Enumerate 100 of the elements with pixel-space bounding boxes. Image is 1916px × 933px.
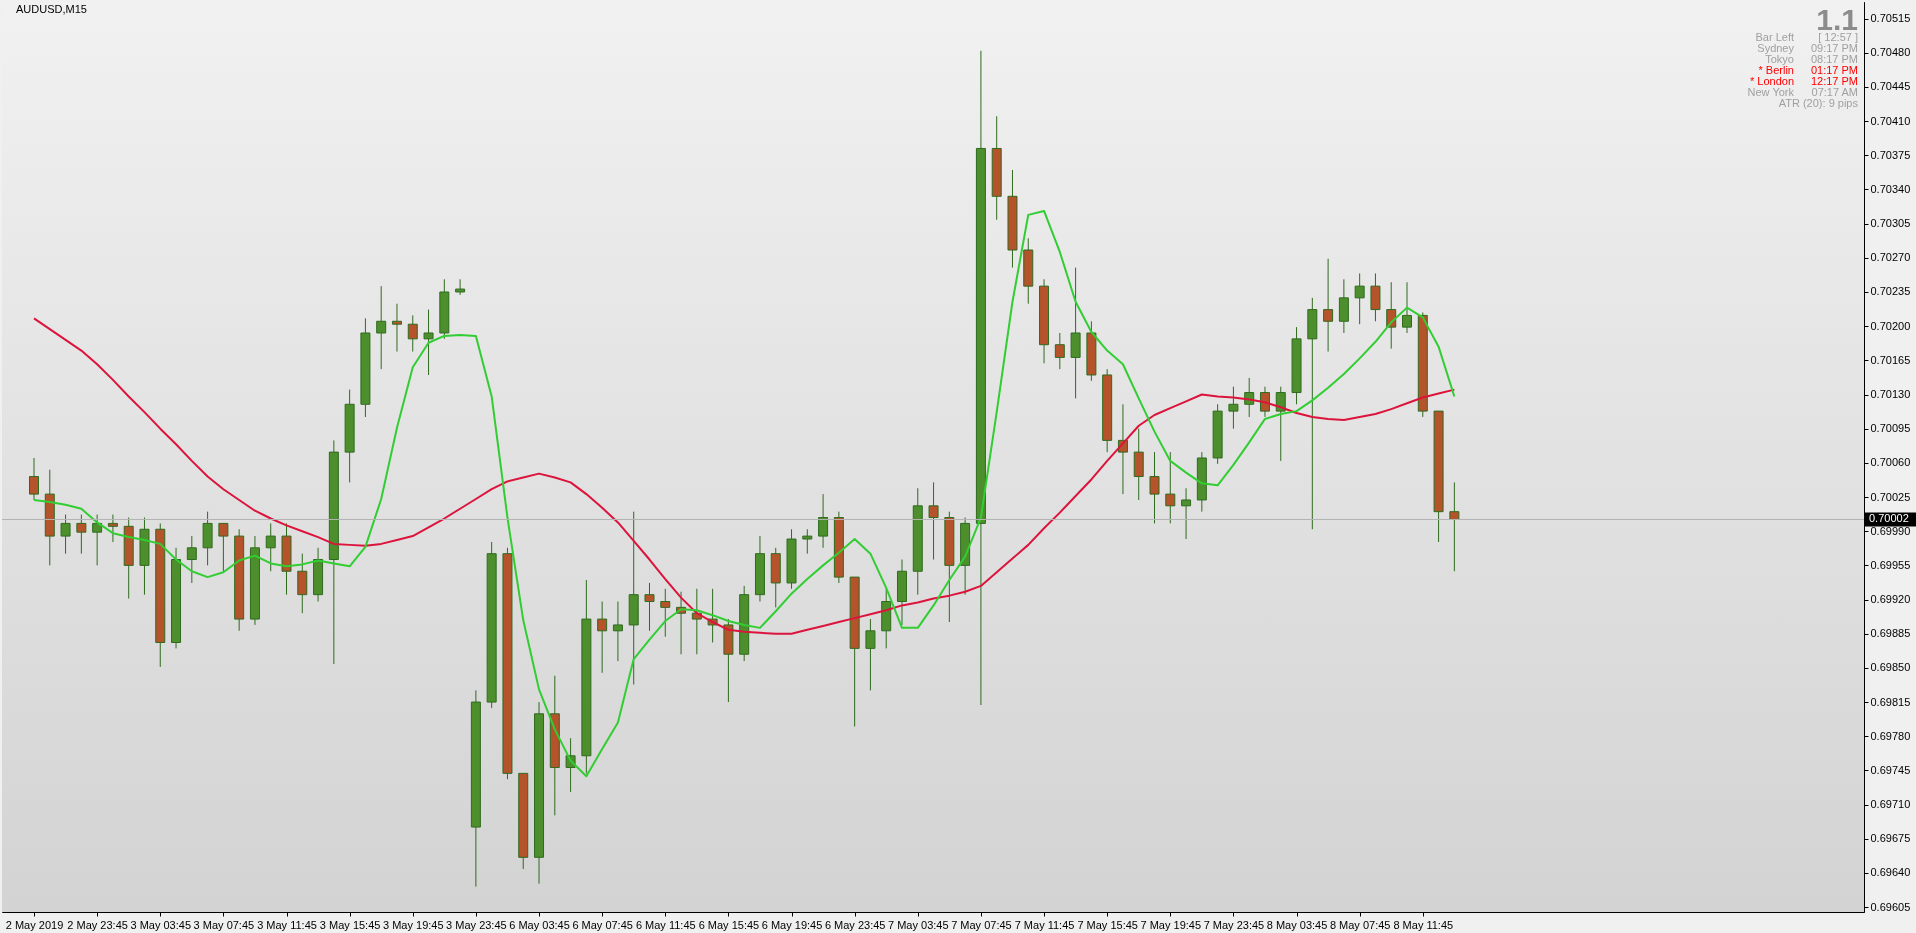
x-tick-label: 3 May 11:45 (257, 918, 317, 931)
x-tick-label: 7 May 23:45 (1203, 918, 1265, 931)
candlestick (1165, 451, 1176, 524)
candlestick (1354, 272, 1365, 325)
y-tick-label: 0.70200 (1870, 319, 1911, 332)
x-tick-label: 8 May 07:45 (1329, 918, 1391, 931)
x-tick-label: 3 May 03:45 (130, 918, 192, 931)
y-tick-label: 0.69640 (1870, 866, 1911, 879)
candlestick (297, 553, 308, 614)
ref-line-label: 0.70002 (1869, 512, 1909, 525)
x-tick-label: 3 May 07:45 (193, 918, 255, 931)
x-tick-label: 8 May 11:45 (1393, 918, 1454, 931)
x-tick-label: 2 May 2019 (5, 918, 64, 931)
x-tick-label: 6 May 03:45 (509, 918, 570, 931)
text: Bar Left (1755, 31, 1794, 43)
y-tick-label: 0.70340 (1870, 182, 1911, 195)
candlestick (218, 522, 229, 572)
y-tick-label: 0.70515 (1870, 12, 1911, 25)
y-tick-label: 0.70025 (1870, 490, 1911, 503)
x-tick-label: 6 May 07:45 (572, 918, 633, 931)
candlestick (612, 601, 623, 662)
y-tick-label: 0.69675 (1870, 832, 1911, 845)
y-tick-label: 0.70445 (1870, 80, 1911, 93)
y-tick-label: 0.69885 (1870, 627, 1911, 640)
candlestick (644, 582, 655, 632)
y-tick-label: 0.69605 (1870, 900, 1911, 913)
candlestick (107, 514, 118, 543)
candlestick (1054, 332, 1065, 370)
text: 07:17 AM (1811, 86, 1858, 98)
x-tick-label: 3 May 15:45 (319, 918, 381, 931)
y-tick-label: 0.70235 (1870, 285, 1911, 298)
candlestick (1149, 451, 1160, 524)
x-tick-label: 7 May 15:45 (1077, 918, 1138, 931)
candlestick (1259, 386, 1270, 418)
x-tick-label: 7 May 03:45 (888, 918, 949, 931)
y-tick-label: 0.69920 (1870, 593, 1911, 606)
x-tick-label: 7 May 11:45 (1014, 918, 1075, 931)
text: New York (1747, 86, 1795, 98)
candlestick (1228, 386, 1239, 430)
candlestick (660, 588, 671, 638)
y-tick-label: 0.70410 (1870, 114, 1911, 127)
x-tick-label: 7 May 07:45 (951, 918, 1012, 931)
text: Tokyo (1765, 53, 1794, 65)
x-tick-label: 6 May 23:45 (824, 918, 886, 931)
line-series (33, 317, 1456, 635)
x-tick-label: 8 May 03:45 (1266, 918, 1328, 931)
text: * Berlin (1758, 64, 1794, 76)
y-tick-label: 0.70130 (1870, 388, 1911, 401)
y-tick-label: 0.69710 (1870, 798, 1911, 811)
y-tick-label: 0.70480 (1870, 46, 1911, 59)
candlestick (1449, 481, 1460, 572)
candlestick (1370, 272, 1381, 322)
x-tick-label: 3 May 23:45 (446, 918, 507, 931)
candlestick (818, 493, 829, 549)
text: 09:17 PM (1810, 42, 1858, 54)
y-tick-label: 0.69850 (1870, 661, 1911, 674)
candlestick (60, 514, 71, 555)
candlestick (455, 278, 466, 296)
text: * London (1749, 75, 1794, 87)
y-tick-label: 0.70375 (1870, 148, 1911, 161)
y-tick-label: 0.69745 (1870, 763, 1911, 776)
candlestick (423, 309, 434, 376)
y-tick-label: 0.70165 (1870, 353, 1911, 366)
candlestick (1323, 258, 1334, 353)
candlestick (928, 481, 939, 561)
candlestick (1338, 278, 1349, 334)
candlestick (186, 535, 197, 584)
chart-title: AUDUSD,M15 (16, 3, 87, 15)
text: ATR (20): 9 pips (1778, 97, 1859, 109)
candlestick (391, 303, 402, 353)
text: 01:17 PM (1810, 64, 1858, 76)
y-tick-label: 0.70305 (1870, 217, 1911, 230)
candlestick (265, 522, 276, 572)
x-tick-label: 6 May 19:45 (761, 918, 823, 931)
candlestick (802, 528, 813, 555)
y-tick-label: 0.70060 (1870, 456, 1911, 469)
y-tick-label: 0.69955 (1870, 558, 1911, 571)
candlestick (1402, 281, 1413, 334)
y-tick-label: 0.69780 (1870, 729, 1911, 742)
y-tick-label: 0.70270 (1870, 251, 1911, 264)
text: 12:17 PM (1810, 75, 1858, 87)
y-tick-label: 0.69990 (1870, 524, 1911, 537)
candlestick (92, 514, 103, 566)
x-tick-label: 6 May 11:45 (635, 918, 696, 931)
line-series (33, 209, 1456, 778)
candlestick (76, 514, 87, 555)
x-tick-label: 2 May 23:45 (67, 918, 128, 931)
candlestick (1181, 487, 1192, 540)
x-tick-label: 7 May 19:45 (1140, 918, 1202, 931)
x-tick-label: 3 May 19:45 (382, 918, 444, 931)
y-tick-label: 0.69815 (1870, 695, 1911, 708)
candlestick (597, 601, 608, 674)
y-tick-label: 0.70095 (1870, 422, 1911, 435)
candlestick (865, 618, 876, 691)
x-tick-label: 6 May 15:45 (698, 918, 760, 931)
candlestick (407, 314, 418, 353)
text: Sydney (1757, 42, 1795, 54)
candlestick (376, 285, 387, 370)
candlestick (1275, 386, 1286, 462)
text: 08:17 PM (1810, 53, 1858, 65)
